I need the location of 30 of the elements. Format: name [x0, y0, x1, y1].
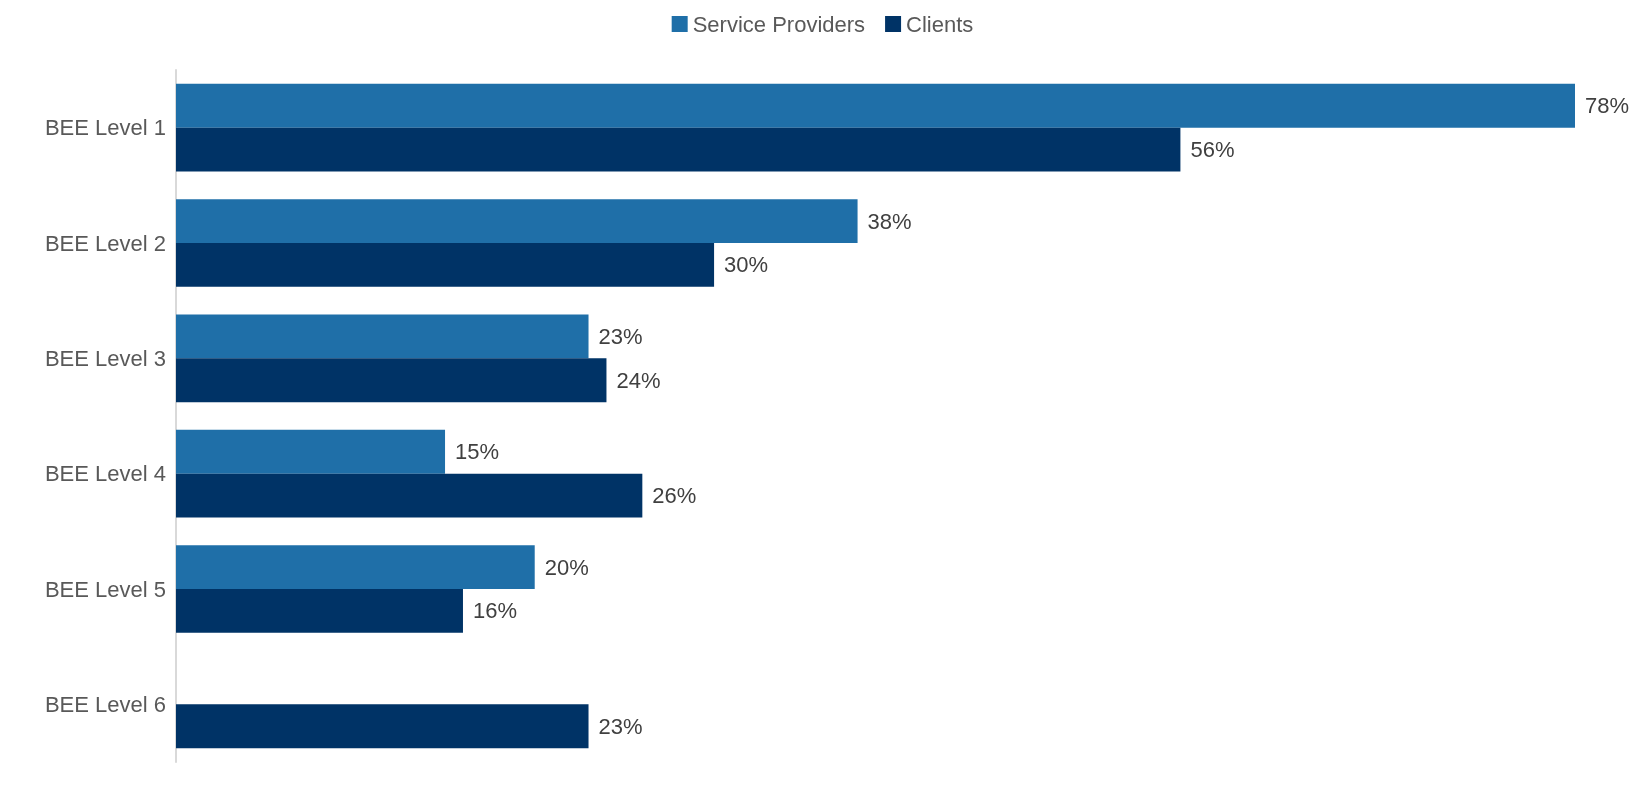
y-tick-label: BEE Level 6 — [44, 691, 166, 717]
data-label: 38% — [867, 208, 912, 234]
data-label: 20% — [544, 554, 589, 580]
bar — [176, 199, 858, 243]
data-label: 78% — [1585, 93, 1630, 119]
legend-label: Clients — [906, 11, 974, 37]
bar — [176, 473, 643, 518]
bar — [176, 314, 589, 359]
data-label: 16% — [472, 598, 518, 624]
bar — [176, 243, 715, 287]
bar — [176, 127, 1181, 172]
y-tick-label: BEE Level 2 — [44, 230, 166, 256]
data-label: 56% — [1190, 137, 1235, 163]
bar — [176, 429, 446, 474]
y-tick-label: BEE Level 4 — [44, 461, 166, 487]
data-label: 15% — [455, 439, 500, 465]
y-tick-label: BEE Level 1 — [44, 115, 166, 141]
data-label: 24% — [616, 367, 661, 393]
bar — [176, 358, 607, 403]
bar — [176, 545, 535, 589]
bar — [176, 83, 1575, 128]
data-label: 23% — [598, 713, 643, 739]
bar — [176, 704, 589, 749]
bar — [176, 589, 463, 633]
y-tick-label: BEE Level 3 — [44, 345, 166, 371]
data-label: 26% — [652, 483, 697, 509]
data-label: 23% — [598, 323, 643, 349]
y-tick-label: BEE Level 5 — [44, 576, 166, 602]
legend-label: Service Providers — [692, 11, 866, 37]
data-label: 30% — [724, 252, 769, 278]
